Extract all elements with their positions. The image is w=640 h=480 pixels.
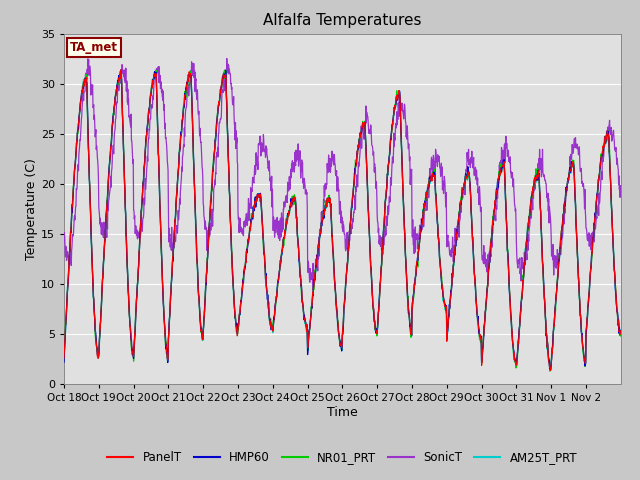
Text: TA_met: TA_met (70, 41, 118, 54)
X-axis label: Time: Time (327, 406, 358, 419)
Title: Alfalfa Temperatures: Alfalfa Temperatures (263, 13, 422, 28)
Y-axis label: Temperature (C): Temperature (C) (25, 158, 38, 260)
Legend: PanelT, HMP60, NR01_PRT, SonicT, AM25T_PRT: PanelT, HMP60, NR01_PRT, SonicT, AM25T_P… (102, 446, 582, 468)
